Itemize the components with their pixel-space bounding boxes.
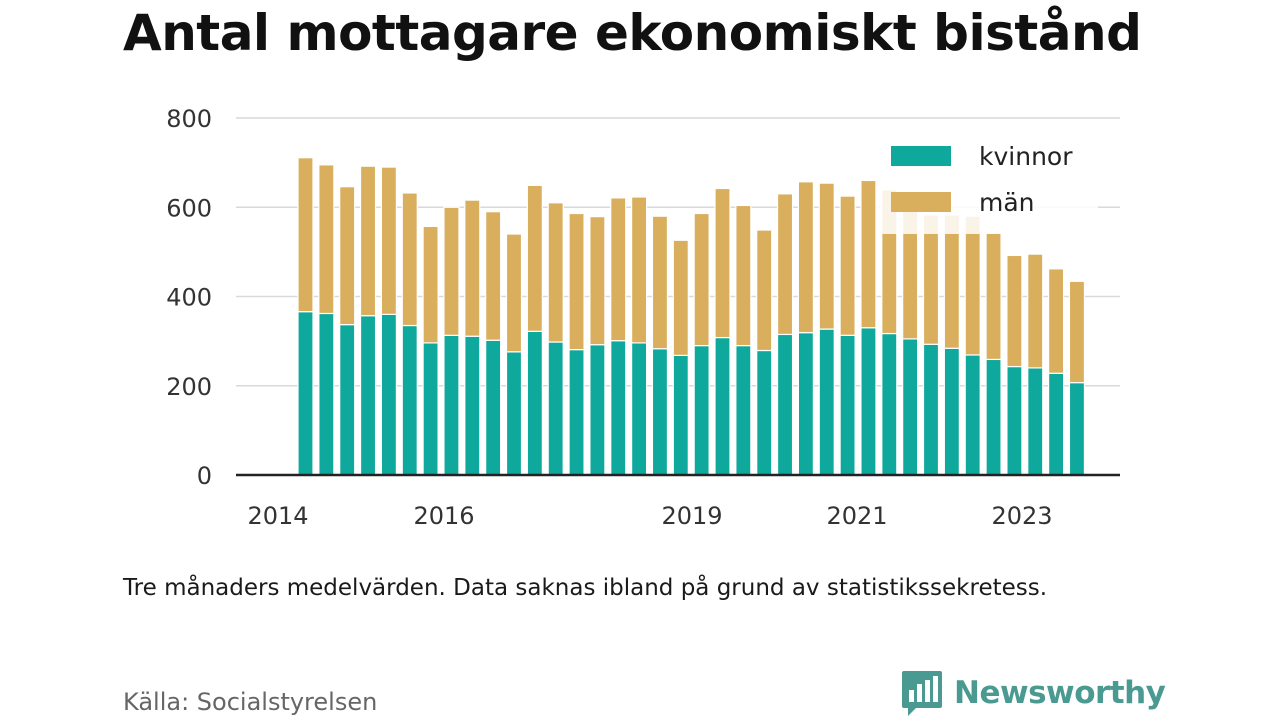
bar-kvinnor: [359, 315, 377, 476]
bar-kvinnor: [693, 344, 710, 476]
bar-kvinnor: [756, 349, 773, 476]
x-tick-label: 2014: [247, 502, 308, 530]
y-tick-label: 800: [166, 105, 212, 133]
bar-kvinnor: [818, 328, 835, 476]
bar-man: [422, 225, 439, 344]
bar-kvinnor: [839, 334, 856, 476]
bar-kvinnor: [568, 349, 585, 476]
bar-man: [860, 179, 877, 329]
source-label: Källa: Socialstyrelsen: [123, 688, 378, 716]
bar-man: [464, 199, 481, 337]
bar-man: [776, 193, 794, 336]
brand-name: Newsworthy: [954, 675, 1166, 711]
bar-man: [443, 206, 460, 336]
bar-kvinnor: [797, 332, 815, 476]
bar-kvinnor: [318, 312, 335, 476]
x-tick-label: 2016: [413, 502, 474, 530]
bar-man: [630, 196, 648, 344]
bar-man: [818, 182, 835, 330]
y-tick-label: 600: [166, 194, 212, 222]
bar-man: [568, 212, 585, 351]
bar-man: [985, 232, 1002, 361]
bar-kvinnor: [380, 313, 397, 476]
bar-kvinnor: [922, 343, 940, 476]
bar-kvinnor: [735, 344, 752, 476]
bar-kvinnor: [297, 311, 314, 476]
bar-kvinnor: [610, 340, 627, 476]
y-tick-label: 200: [166, 373, 212, 401]
bar-kvinnor: [672, 354, 689, 476]
bar-kvinnor: [547, 341, 564, 476]
bar-man: [526, 184, 543, 332]
bar-man: [1068, 280, 1086, 384]
stacked-bar-chart: 0 200 400 600 800 2014 2016 2019 2021 2023 kvinno…: [166, 105, 1120, 530]
x-tick-label: 2023: [991, 502, 1052, 530]
newsworthy-logo-icon: [902, 671, 942, 716]
bar-man: [839, 195, 856, 336]
brand-logo: Newsworthy: [900, 668, 1166, 718]
bar-man: [1047, 268, 1065, 374]
bar-kvinnor: [443, 334, 460, 476]
legend: kvinnor män: [876, 134, 1098, 234]
bar-man: [318, 164, 335, 315]
bar-kvinnor: [985, 358, 1002, 476]
bar-man: [735, 204, 752, 347]
chart-title: Antal mottagare ekonomiskt bistånd: [123, 4, 1142, 62]
bar-man: [339, 186, 356, 326]
bar-man: [505, 233, 523, 353]
bar-kvinnor: [630, 342, 648, 476]
axes: 0 200 400 600 800 2014 2016 2019 2021 2023: [166, 105, 1120, 530]
bar-man: [964, 215, 981, 356]
bar-kvinnor: [776, 333, 794, 476]
bar-man: [672, 239, 689, 357]
y-tick-label: 0: [197, 462, 212, 490]
bar-man: [401, 192, 418, 327]
bar-kvinnor: [485, 339, 502, 476]
bar-kvinnor: [1006, 365, 1023, 476]
bar-kvinnor: [964, 354, 981, 476]
legend-swatch: [891, 192, 951, 212]
bar-kvinnor: [860, 327, 877, 476]
bar-kvinnor: [401, 324, 418, 476]
bar-kvinnor: [589, 344, 606, 476]
bar-man: [547, 202, 564, 343]
bar-kvinnor: [464, 335, 481, 476]
bar-man: [485, 211, 502, 341]
bar-man: [714, 187, 731, 339]
legend-label: kvinnor: [979, 142, 1073, 171]
bar-kvinnor: [943, 347, 960, 476]
y-tick-label: 400: [166, 284, 212, 312]
bar-kvinnor: [526, 330, 543, 476]
bar-kvinnor: [339, 324, 356, 476]
bar-man: [380, 166, 397, 315]
bar-man: [943, 214, 960, 349]
bar-kvinnor: [1047, 372, 1065, 476]
bar-kvinnor: [422, 342, 439, 476]
bar-kvinnor: [714, 336, 731, 476]
bar-man: [693, 212, 710, 347]
chart-note: Tre månaders medelvärden. Data saknas ib…: [123, 575, 1048, 601]
bar-kvinnor: [881, 332, 898, 476]
legend-swatch: [891, 146, 951, 166]
bar-man: [610, 197, 627, 342]
bar-man: [1027, 253, 1044, 369]
legend-label: män: [979, 188, 1035, 217]
bar-man: [297, 157, 314, 313]
bar-kvinnor: [651, 348, 669, 476]
bar-man: [651, 215, 669, 350]
bar-man: [756, 229, 773, 352]
x-tick-label: 2019: [661, 502, 722, 530]
bar-man: [359, 165, 377, 317]
bar-kvinnor: [505, 351, 523, 476]
bar-kvinnor: [902, 338, 919, 476]
x-tick-label: 2021: [826, 502, 887, 530]
bar-kvinnor: [1027, 367, 1044, 476]
bar-man: [797, 181, 815, 334]
bar-man: [589, 216, 606, 346]
bar-man: [1006, 254, 1023, 368]
bar-kvinnor: [1068, 382, 1086, 476]
bar-man: [922, 214, 940, 345]
